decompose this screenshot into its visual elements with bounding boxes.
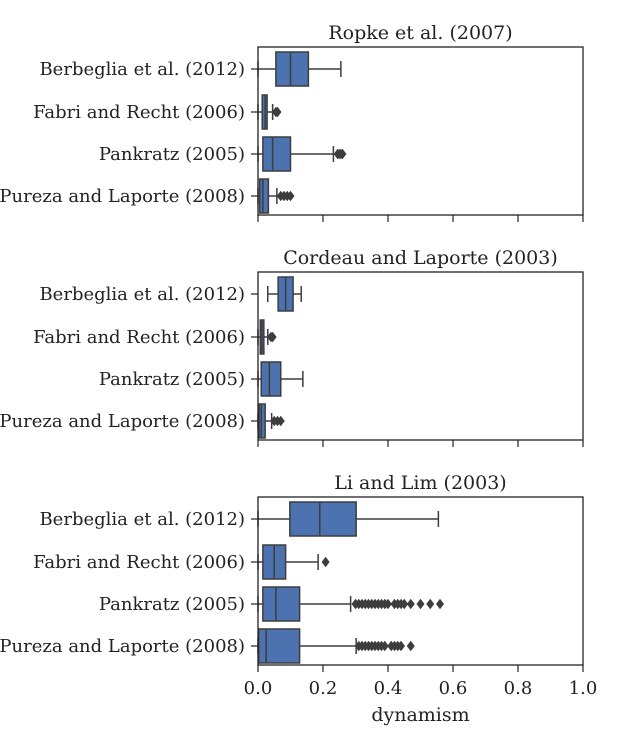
panel-title: Li and Lim (2003) [334,472,506,494]
outlier-marker [436,598,444,610]
box-row: Fabri and Recht (2006) [33,544,330,580]
iqr-box [257,628,301,664]
y-tick-label: Fabri and Recht (2006) [33,102,245,123]
box-row: Pureza and Laporte (2008) [0,628,415,664]
iqr-box [262,136,292,172]
y-tick-label: Berbeglia et al. (2012) [39,59,245,80]
panel-title: Ropke et al. (2007) [328,22,512,44]
outlier-marker [406,598,415,610]
outlier-marker [276,415,285,427]
outlier-marker [273,106,282,118]
box-row: Pankratz (2005) [99,136,347,172]
y-tick-label: Pureza and Laporte (2008) [0,636,245,657]
panel-frame [257,496,584,666]
outlier-marker [384,598,392,610]
panel-title: Cordeau and Laporte (2003) [283,247,558,269]
x-tick-label: 0.2 [309,678,338,699]
iqr-box [258,178,270,214]
box-row: Pureza and Laporte (2008) [0,178,295,214]
box-row: Fabri and Recht (2006) [33,319,277,355]
iqr-box [258,403,266,439]
outlier-marker [338,148,347,160]
y-tick-label: Fabri and Recht (2006) [33,552,245,573]
outlier-marker [416,598,425,610]
x-axis-label: dynamism [371,704,469,726]
box-row: Fabri and Recht (2006) [33,94,282,130]
iqr-box [260,361,282,397]
box-row: Pankratz (2005) [99,361,304,397]
y-tick-label: Pankratz (2005) [99,144,245,165]
outlier-marker [321,556,330,568]
panel-1: Ropke et al. (2007) Berbeglia et al. (201… [0,22,584,222]
box-row: Berbeglia et al. (2012) [39,276,302,312]
panel-frame [257,46,584,216]
panel-3: Li and Lim (2003) Berbeglia et al. (2012)… [0,472,597,699]
iqr-box [275,51,310,87]
iqr-box [289,501,357,537]
y-tick-label: Berbeglia et al. (2012) [39,284,245,305]
y-tick-label: Berbeglia et al. (2012) [39,509,245,530]
x-tick-label: 0.6 [439,678,468,699]
y-tick-label: Pankratz (2005) [99,369,245,390]
box-row: Pankratz (2005) [99,586,444,622]
outlier-marker [400,598,409,610]
outlier-marker [380,640,389,652]
outlier-marker [406,640,415,652]
y-tick-label: Pureza and Laporte (2008) [0,186,245,207]
y-tick-label: Pankratz (2005) [99,594,245,615]
iqr-box [262,586,301,622]
y-tick-label: Pureza and Laporte (2008) [0,411,245,432]
x-tick-label: 0.0 [244,678,273,699]
outlier-marker [397,640,405,652]
box-row: Berbeglia et al. (2012) [39,51,342,87]
x-tick-label: 0.4 [374,678,403,699]
panel-2: Cordeau and Laporte (2003) Berbeglia et a… [0,247,584,447]
x-tick-label: 1.0 [569,678,598,699]
outlier-marker [286,190,295,202]
box-row: Berbeglia et al. (2012) [39,501,440,537]
x-tick-label: 0.8 [504,678,533,699]
outlier-marker [426,598,435,610]
y-tick-label: Fabri and Recht (2006) [33,327,245,348]
box-row: Pureza and Laporte (2008) [0,403,285,439]
panel-frame [257,271,584,441]
outlier-marker [268,331,277,343]
